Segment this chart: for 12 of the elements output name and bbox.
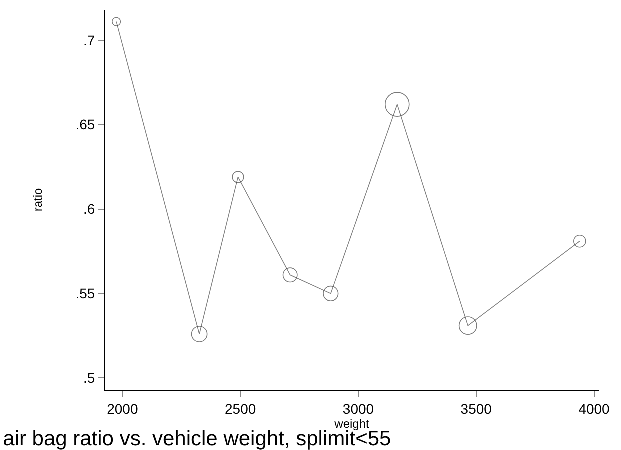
x-tick-label: 2500	[225, 400, 256, 417]
y-tick-label: .55	[76, 286, 96, 302]
x-tick-label: 4000	[578, 400, 610, 417]
y-tick-label: .7	[84, 32, 96, 48]
y-tick-label: .6	[84, 201, 96, 218]
x-tick-label: 3000	[342, 400, 374, 417]
x-axis-title: weight	[334, 416, 370, 431]
y-tick-label: .5	[84, 370, 96, 386]
x-tick-label: 2000	[107, 400, 138, 417]
x-tick-label: 3500	[460, 400, 492, 417]
y-tick-label: .65	[76, 116, 96, 133]
y-axis-title: ratio	[31, 188, 46, 212]
